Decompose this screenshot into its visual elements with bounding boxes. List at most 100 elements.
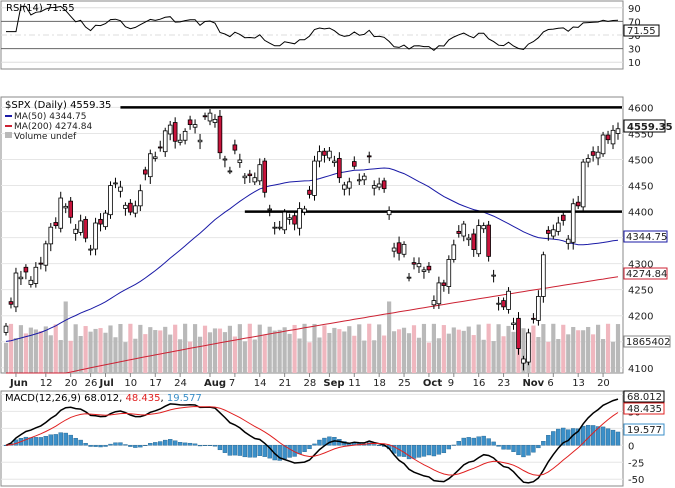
- macd-hist-bar: [98, 445, 103, 448]
- macd-hist-bar: [262, 445, 267, 457]
- hist-badge: 19.577: [627, 425, 662, 436]
- macd-hist-bar: [172, 440, 178, 446]
- macd-hist-bar: [158, 441, 163, 446]
- candle-body: [232, 144, 238, 151]
- ma200-badge: 4274.84: [626, 269, 667, 280]
- volume-bar: [143, 334, 148, 373]
- candle-body: [590, 151, 596, 156]
- volume-bar: [576, 330, 581, 373]
- x-tick-label: 21: [279, 378, 292, 389]
- macd-hist-bar: [461, 437, 466, 446]
- candle-body: [88, 248, 93, 251]
- macd-hist-bar: [516, 445, 521, 456]
- candle-body: [556, 222, 561, 232]
- candle-body: [68, 200, 73, 218]
- volume-bar: [377, 324, 382, 373]
- macd-hist-bar: [33, 437, 39, 446]
- volume-bar: [491, 341, 496, 373]
- macd-hist-bar: [53, 434, 58, 446]
- x-tick-label: 20: [65, 378, 78, 389]
- macd-hist-bar: [148, 443, 153, 446]
- volume-bar: [108, 325, 113, 373]
- macd-hist-bar: [511, 445, 516, 452]
- price-tick-label: 4450: [628, 182, 653, 193]
- macd-tick-label: 0: [628, 441, 634, 452]
- candle-body: [600, 134, 606, 155]
- ma50-line: [5, 167, 619, 342]
- rsi-line: [6, 5, 619, 51]
- macd-hist-bar: [546, 435, 551, 446]
- macd-hist-bar: [287, 445, 292, 458]
- macd-hist-bar: [491, 441, 496, 446]
- volume-bar: [441, 325, 446, 373]
- macd-hist-bar: [391, 445, 397, 454]
- macd-hist-bar: [88, 445, 93, 447]
- candle-body: [177, 139, 183, 143]
- volume-bar: [23, 333, 28, 373]
- macd-hist-bar: [526, 445, 531, 456]
- macd-hist-bar: [506, 445, 511, 450]
- candle-body: [366, 155, 372, 158]
- volume-bar: [98, 328, 103, 373]
- candle-body: [317, 151, 322, 162]
- macd-hist-bar: [232, 445, 238, 456]
- candle-body: [386, 210, 392, 216]
- volume-bar: [133, 338, 138, 373]
- volume-bar: [277, 329, 282, 373]
- macd-hist-bar: [466, 437, 471, 446]
- candles: [3, 108, 621, 371]
- macd-hist-bar: [68, 434, 73, 446]
- candle-body: [157, 146, 163, 149]
- volume-bar: [153, 330, 158, 373]
- candle-body: [585, 158, 591, 163]
- volume-bar: [481, 339, 486, 373]
- volume-bar: [48, 335, 53, 373]
- candle-body: [58, 197, 64, 229]
- candle-body: [446, 259, 452, 287]
- candle-body: [292, 215, 297, 225]
- volume-bar: [128, 323, 133, 373]
- volume-bar: [173, 324, 178, 373]
- macd-hist-bar: [411, 445, 417, 459]
- volume-bar: [297, 338, 302, 373]
- volume-bar: [352, 335, 357, 373]
- candle-body: [113, 182, 118, 185]
- macd-hist-bar: [406, 445, 412, 460]
- macd-hist-bar: [615, 431, 621, 446]
- candle-body: [322, 150, 327, 156]
- macd-hist-bar: [486, 438, 491, 446]
- macd-hist-bar: [496, 445, 501, 447]
- volume-bar: [367, 323, 372, 373]
- volume-badge: 1865402: [626, 337, 671, 348]
- candle-body: [197, 139, 203, 143]
- volume-bar: [332, 327, 337, 373]
- candle-body: [152, 156, 158, 159]
- macd-hist-bar: [595, 426, 601, 446]
- volume-bar: [581, 330, 586, 373]
- ma50-badge-box: [623, 230, 668, 243]
- volume-bar: [566, 334, 571, 373]
- candle-body: [356, 179, 362, 182]
- ma200-badge-box: [623, 267, 668, 280]
- candle-body: [128, 202, 133, 213]
- candle-body: [521, 358, 526, 364]
- volume-bar: [197, 336, 203, 373]
- macd-hist-bar: [103, 445, 108, 447]
- volume-bar: [63, 301, 68, 373]
- price-tick-label: 4400: [628, 208, 653, 219]
- candle-body: [202, 115, 208, 118]
- candle-body: [565, 238, 571, 244]
- macd-hist-bar: [113, 442, 118, 446]
- candle-body: [227, 170, 233, 173]
- candle-body: [551, 229, 556, 237]
- volume-bar: [496, 324, 501, 373]
- macd-hist-bar: [431, 445, 437, 457]
- candle-body: [252, 177, 258, 183]
- macd-hist-bar: [182, 442, 188, 446]
- macd-hist-bar: [451, 444, 456, 446]
- candle-body: [536, 296, 541, 321]
- macd-histogram: [3, 424, 621, 461]
- candle-body: [426, 265, 432, 271]
- ma200-legend: MA(200) 4274.84: [14, 122, 92, 132]
